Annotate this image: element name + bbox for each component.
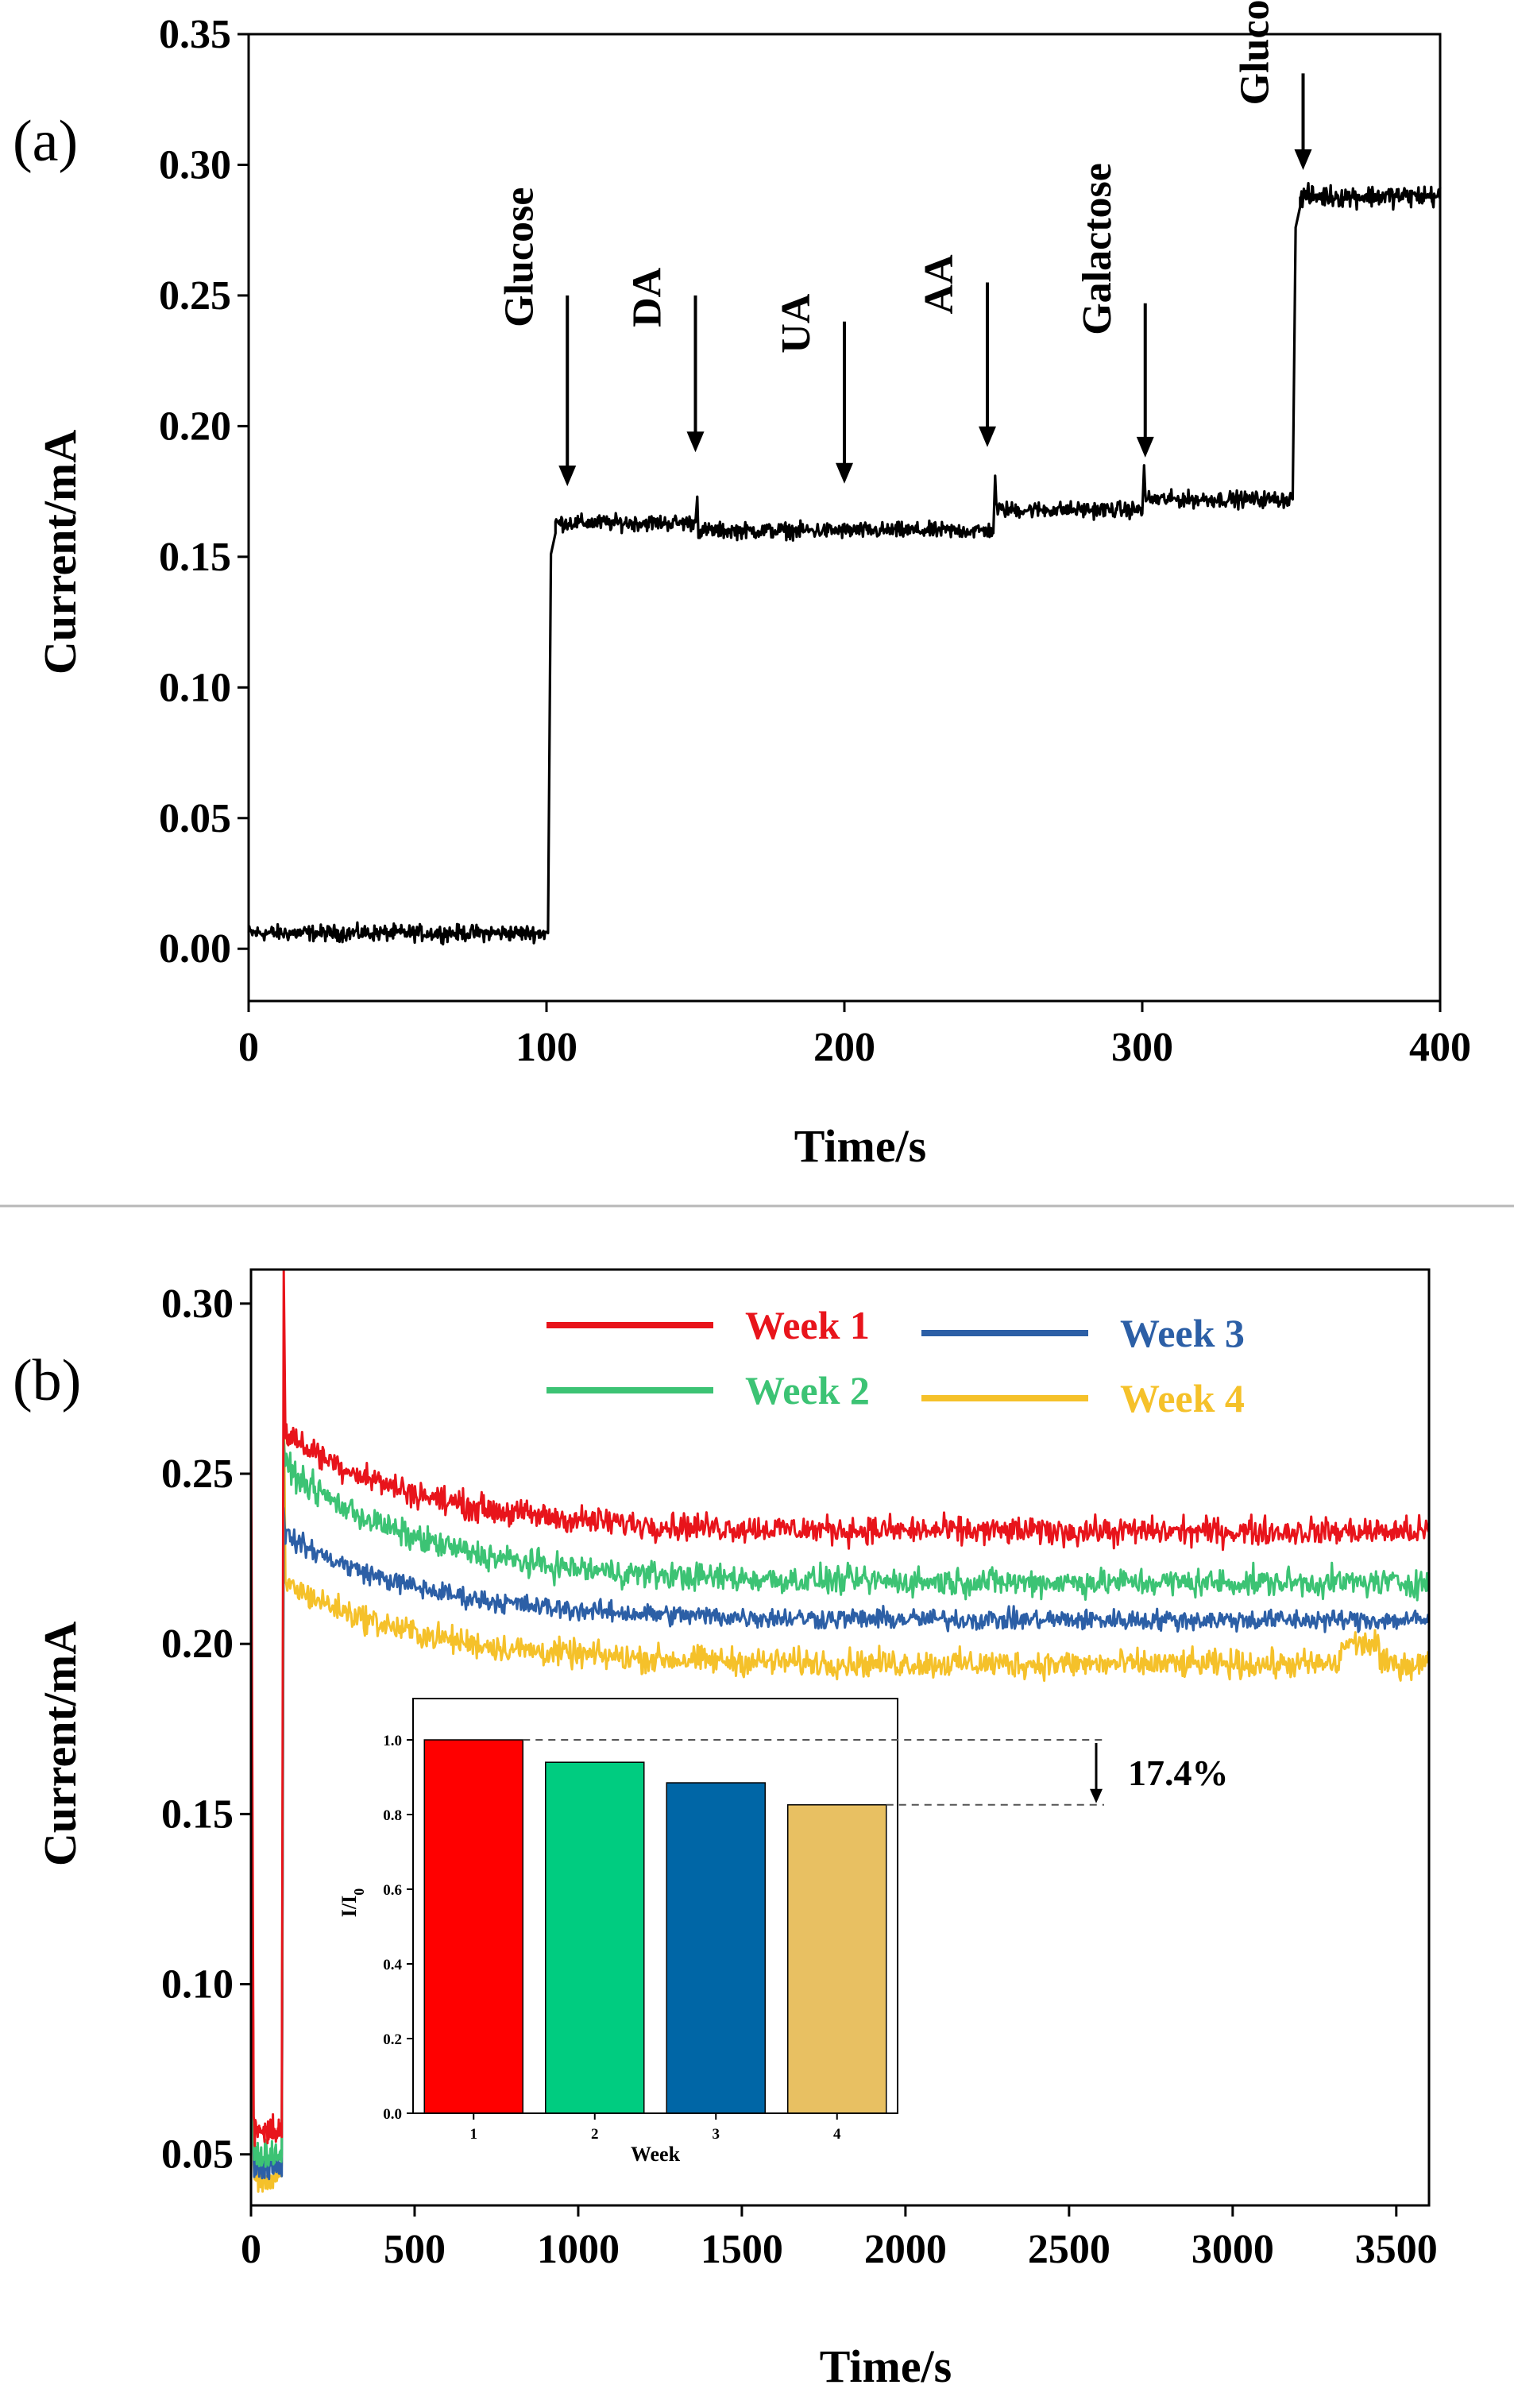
panel-b-series-lines: [249, 1269, 1431, 2193]
panel-a-y-tick-label: 0.25: [159, 273, 231, 319]
panel-b-x-tick-label: 0: [241, 2227, 261, 2272]
panel-b-series-line-week-1: [249, 1269, 1431, 2147]
legend-label-week-3: Week 3: [1120, 1311, 1245, 1355]
panel-a-annotation-arrow-head: [836, 462, 853, 484]
panel-b-plot-frame: [249, 1268, 1431, 2207]
inset-decrease-arrow-head: [1090, 1788, 1103, 1803]
inset-y-tick-label: 0.0: [383, 2106, 402, 2123]
panel-a-x-tick-label: 300: [1111, 1025, 1173, 1070]
panel-b-y-tick-label: 0.10: [161, 1962, 234, 2008]
inset-bar-week-1: [423, 1739, 523, 2114]
legend-label-week-2: Week 2: [745, 1368, 870, 1413]
inset-bar-week-4: [787, 1804, 887, 2114]
panel-b-chart: (b) 0 500 1000 1500 2000 2500 3000 3500 0.05 0.1…: [13, 1268, 1438, 2392]
panel-a-y-axis: 0.00 0.05 0.10 0.15 0.20 0.25 0.30 0.35: [159, 12, 249, 972]
panel-b-y-tick-label: 0.30: [161, 1281, 234, 1327]
panel-b-label: (b): [13, 1348, 81, 1413]
panel-a-label: (a): [13, 109, 78, 174]
panel-a-x-tick-label: 200: [813, 1025, 875, 1070]
inset-y-tick-label: 0.4: [383, 1957, 402, 1973]
panel-a-annotation-label: DA: [625, 267, 670, 327]
panel-a-y-tick-label: 0.30: [159, 142, 231, 187]
panel-a-y-tick-label: 0.20: [159, 404, 231, 449]
panel-a-annotation-arrow-head: [1294, 149, 1312, 171]
panel-a-chart: (a) 0 100 200 300 400 0.000.050.100.150.200.…: [13, 0, 1471, 1172]
panel-b-series-line-week-2: [249, 1438, 1431, 2168]
panel-a-x-tick-label: 100: [516, 1025, 577, 1070]
inset-y-tick-label: 0.6: [383, 1882, 402, 1899]
panel-a-y-tick-label: 0.15: [159, 535, 231, 580]
inset-y-tick-label: 0.2: [383, 2031, 402, 2048]
inset-x-tick-label: 2: [591, 2126, 599, 2143]
panel-b-x-tick-label: 3500: [1355, 2227, 1438, 2272]
inset-decrease-percent-label: 17.4%: [1128, 1753, 1229, 1793]
panel-a-y-tick-label: 0.00: [159, 926, 231, 972]
panel-b-series-line-week-3: [249, 1506, 1431, 2181]
panel-a-annotation-arrow-head: [686, 431, 705, 453]
panel-a-x-axis: 0 100 200 300 400: [238, 1001, 1471, 1070]
panel-b-series-line-week-4: [249, 1380, 1431, 2193]
panel-b-x-tick-label: 1000: [537, 2227, 620, 2272]
inset-x-axis-title: Week: [631, 2143, 681, 2166]
panel-b-x-tick-label: 1500: [701, 2227, 783, 2272]
inset-bars: [423, 1739, 887, 2114]
inset-y-tick-label: 0.8: [383, 1807, 402, 1824]
inset-x-tick-label: 3: [713, 2126, 720, 2143]
panel-b-x-axis: 0 500 1000 1500 2000 2500 3000 3500: [241, 2205, 1438, 2272]
panel-a-annotation-label: UA: [774, 293, 819, 354]
panel-b-x-tick-label: 500: [384, 2227, 446, 2272]
panel-a-annotation-label: Glucose: [496, 187, 542, 327]
inset-bar-week-2: [545, 1761, 645, 2114]
inset-plot-frame: [412, 1698, 898, 2114]
panel-a-annotations: Glucose DA UA AA Galactose Glucose: [496, 0, 1312, 487]
legend-label-week-1: Week 1: [745, 1303, 870, 1347]
panel-b-y-axis: 0.05 0.10 0.15 0.20 0.25 0.30: [161, 1281, 251, 2178]
panel-b-x-tick-label: 2500: [1028, 2227, 1110, 2272]
inset-x-axis: 1 2 3 4: [470, 2113, 841, 2143]
panel-a-annotation-label: AA: [917, 254, 962, 315]
panel-a-x-axis-title: Time/s: [794, 1120, 927, 1172]
panel-a-annotation-label: Galactose: [1075, 163, 1120, 335]
panel-b-y-tick-label: 0.15: [161, 1792, 234, 1837]
inset-y-tick-label: 1.0: [383, 1733, 402, 1749]
panel-a-y-tick-label: 0.35: [159, 12, 231, 57]
inset-x-tick-label: 4: [833, 2126, 841, 2143]
panel-b-y-tick-label: 0.25: [161, 1451, 234, 1497]
legend-label-week-4: Week 4: [1120, 1376, 1245, 1420]
panel-b-legend: Week 1 Week 2 Week 3 Week 4: [547, 1303, 1245, 1420]
panel-b-y-tick-label: 0.20: [161, 1621, 234, 1667]
inset-bar-week-3: [666, 1782, 766, 2114]
inset-x-tick-label: 1: [470, 2126, 478, 2143]
panel-b-y-tick-label: 0.05: [161, 2132, 234, 2178]
panel-b-x-axis-title: Time/s: [820, 2340, 952, 2392]
panel-a-y-tick-label: 0.10: [159, 665, 231, 710]
panel-a-annotation-label: Glucose: [1233, 0, 1278, 105]
panel-a-annotation-arrow-head: [979, 426, 996, 447]
panel-b-x-tick-label: 3000: [1192, 2227, 1274, 2272]
panel-a-x-tick-label: 400: [1409, 1025, 1471, 1070]
panel-b-y-axis-title: Current/mA: [34, 1621, 86, 1866]
panel-b-x-tick-label: 2000: [864, 2227, 947, 2272]
panel-a-series-line: [247, 182, 1442, 946]
panel-a-annotation-arrow-head: [558, 466, 577, 487]
panel-a-annotation-arrow-head: [1136, 436, 1154, 458]
inset-y-axis: 0.0 0.2 0.4 0.6 0.8 1.0: [383, 1733, 413, 2123]
panel-a-y-axis-title: Current/mA: [34, 430, 86, 674]
panel-a-x-tick-label: 0: [238, 1025, 259, 1070]
panel-a-y-tick-label: 0.05: [159, 796, 231, 841]
